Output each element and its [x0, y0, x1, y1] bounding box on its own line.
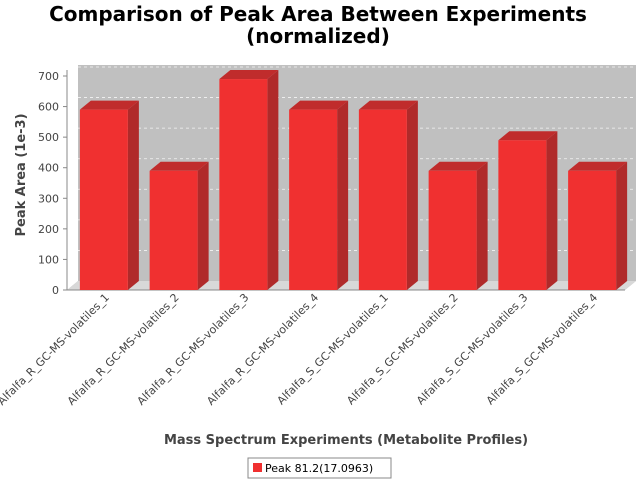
x-tick-label: Alfalfa_S_GC-MS-volatiles_2 [344, 291, 460, 407]
bar-front [79, 109, 128, 290]
bar-top [428, 161, 488, 171]
legend-box [247, 457, 392, 479]
bar-top [149, 161, 209, 171]
y-tick-label: 300 [38, 192, 59, 205]
bar-side [267, 70, 279, 290]
bar-front [498, 140, 547, 290]
bar [289, 100, 349, 290]
legend: Peak 81.2(17.0963) [247, 457, 392, 479]
y-tick-label: 600 [38, 101, 59, 114]
bar-top [358, 100, 418, 110]
x-axis-tick-labels: Alfalfa_R_GC-MS-volatiles_1Alfalfa_R_GC-… [0, 291, 600, 408]
bar [149, 161, 209, 290]
y-tick-label: 0 [52, 284, 59, 297]
bar [358, 100, 418, 290]
plot-background [67, 65, 636, 290]
bar-side [546, 131, 558, 290]
bar-top [289, 100, 349, 110]
bar [428, 161, 488, 290]
chart-title-line-2: (normalized) [246, 24, 390, 48]
y-tick-label: 100 [38, 253, 59, 266]
bar [568, 161, 628, 290]
legend-swatch [253, 463, 262, 472]
bars [79, 70, 628, 290]
legend-label: Peak 81.2(17.0963) [265, 462, 373, 475]
chart-title: Comparison of Peak Area Between Experime… [49, 2, 587, 48]
y-axis-label: Peak Area (1e-3) [14, 113, 29, 236]
bar-side [616, 161, 628, 290]
bar-front [289, 109, 338, 290]
plot-floor [67, 281, 636, 290]
bar-top [219, 70, 279, 80]
x-tick-label: Alfalfa_R_GC-MS-volatiles_2 [65, 291, 182, 408]
y-tick-label: 400 [38, 162, 59, 175]
chart-title-line-1: Comparison of Peak Area Between Experime… [49, 2, 587, 26]
x-tick-label: Alfalfa_R_GC-MS-volatiles_1 [0, 291, 112, 408]
bar [498, 131, 558, 290]
x-tick-label: Alfalfa_S_GC-MS-volatiles_1 [275, 291, 391, 407]
bar-side [337, 100, 349, 290]
bar-side [406, 100, 418, 290]
bar-top [79, 100, 139, 110]
x-tick-label: Alfalfa_S_GC-MS-volatiles_4 [484, 291, 600, 407]
bar-top [498, 131, 558, 141]
x-tick-label: Alfalfa_S_GC-MS-volatiles_3 [414, 291, 530, 407]
y-tick-label: 700 [38, 70, 59, 83]
bar-front [428, 170, 477, 290]
bar-front [149, 170, 198, 290]
y-tick-label: 200 [38, 223, 59, 236]
bar-side [127, 100, 139, 290]
bar-side [476, 161, 488, 290]
x-tick-label: Alfalfa_R_GC-MS-volatiles_4 [204, 291, 321, 408]
plot-area [67, 65, 636, 290]
bar-front [568, 170, 617, 290]
y-tick-label: 500 [38, 131, 59, 144]
bar-front [358, 109, 407, 290]
bar-side [197, 161, 209, 290]
bar [219, 70, 279, 290]
x-tick-label: Alfalfa_R_GC-MS-volatiles_3 [135, 291, 252, 408]
x-axis-label: Mass Spectrum Experiments (Metabolite Pr… [164, 433, 528, 448]
bar-top [568, 161, 628, 171]
bar [79, 100, 139, 290]
bar-front [219, 79, 268, 290]
y-axis-ticks: 0 100 200 300 400 500 600 700 [38, 70, 67, 297]
